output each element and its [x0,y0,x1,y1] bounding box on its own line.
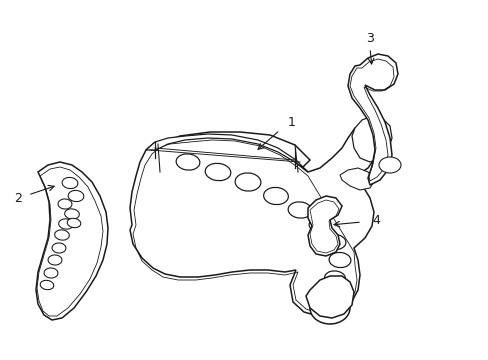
Text: 2: 2 [14,192,22,204]
Ellipse shape [263,188,288,204]
Polygon shape [130,126,377,316]
Polygon shape [146,134,307,172]
Ellipse shape [308,217,330,233]
Ellipse shape [58,199,72,209]
Ellipse shape [67,218,81,228]
Ellipse shape [52,243,66,253]
Ellipse shape [40,280,54,290]
Polygon shape [351,116,391,162]
Ellipse shape [55,230,69,240]
Ellipse shape [324,271,345,285]
Polygon shape [148,132,309,172]
Ellipse shape [235,173,261,191]
Text: 1: 1 [287,116,295,129]
Ellipse shape [68,190,84,202]
Ellipse shape [59,219,73,229]
Ellipse shape [324,234,345,249]
Ellipse shape [287,202,311,218]
Ellipse shape [176,154,200,170]
Ellipse shape [309,292,349,324]
Polygon shape [36,162,108,320]
Ellipse shape [44,268,58,278]
Ellipse shape [205,163,230,181]
Ellipse shape [378,157,400,173]
Polygon shape [305,276,353,318]
Ellipse shape [62,177,78,189]
Text: 4: 4 [371,213,379,226]
Polygon shape [307,196,341,256]
Ellipse shape [48,255,62,265]
Ellipse shape [317,299,341,317]
Polygon shape [339,168,374,190]
Ellipse shape [328,252,350,267]
Ellipse shape [64,209,79,219]
Text: 3: 3 [366,32,373,45]
Polygon shape [347,54,397,185]
